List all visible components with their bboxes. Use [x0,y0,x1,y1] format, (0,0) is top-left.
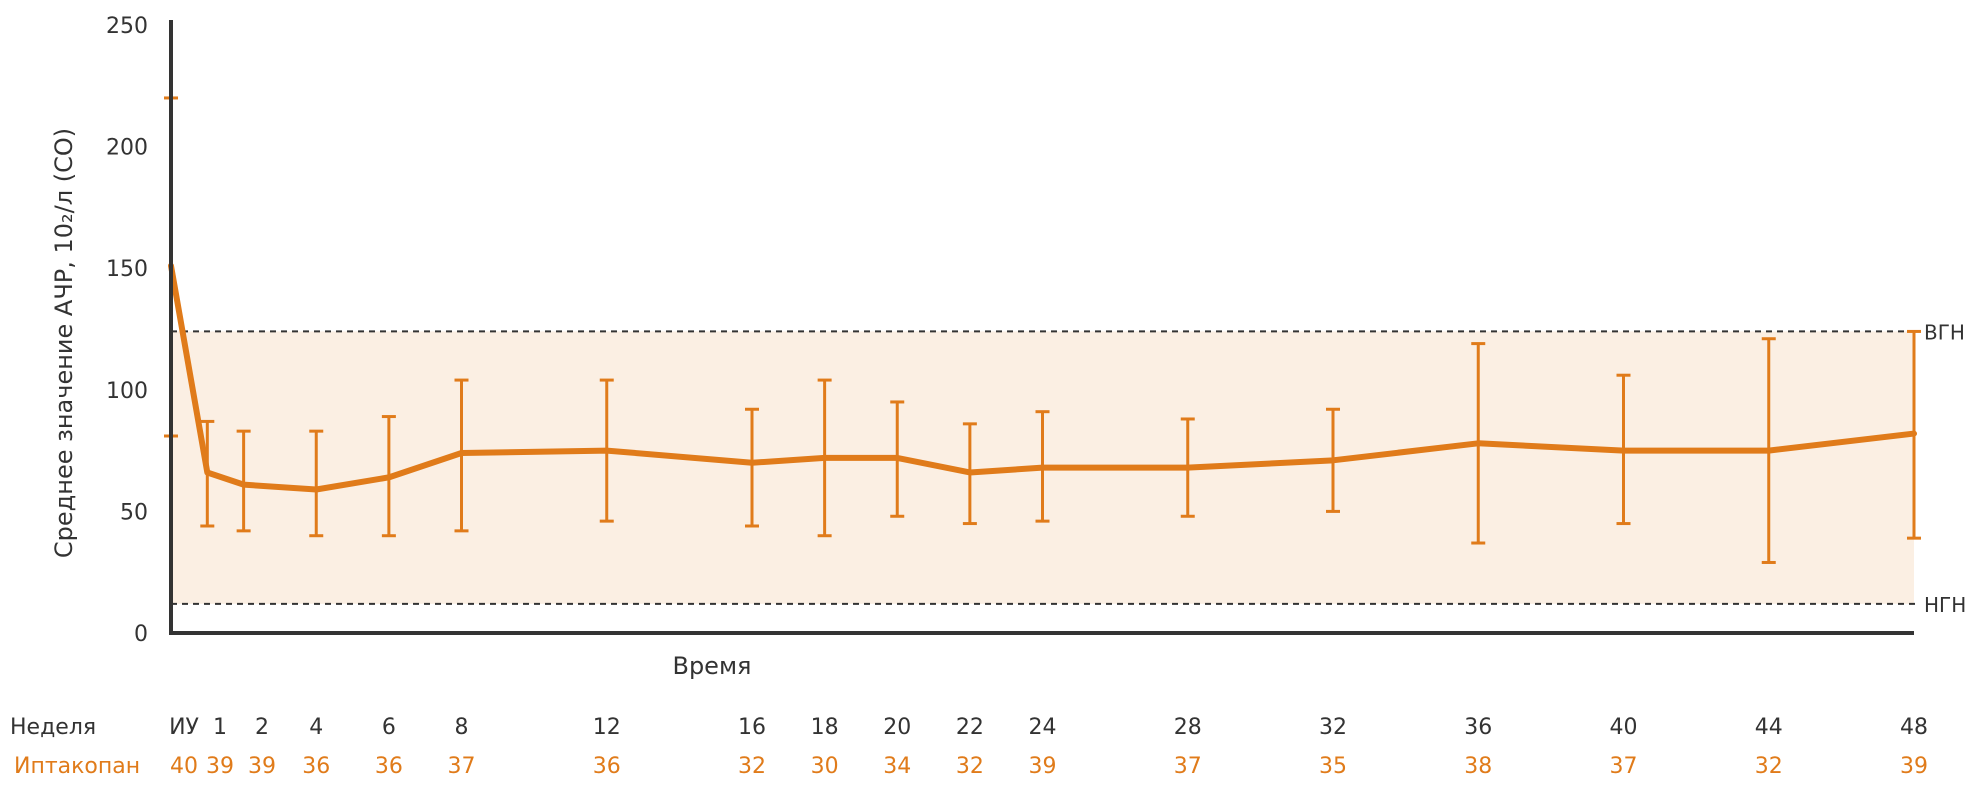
count-row: 40 39 39 36 36 37 36 32 30 34 32 39 37 35 38 37 32 39 [170,754,1928,779]
count-label: 37 [1610,754,1638,779]
y-tick-label: 200 [106,136,148,161]
week-row: ИУ 1 2 4 6 8 12 16 18 20 22 24 28 32 36 40 44 48 [169,715,1928,740]
count-label: 36 [302,754,330,779]
week-label: 24 [1029,715,1057,740]
count-label: 37 [1174,754,1202,779]
count-label: 35 [1319,754,1347,779]
count-label: 32 [738,754,766,779]
week-label: 1 [213,715,227,740]
count-label: 36 [375,754,403,779]
week-label: 8 [455,715,469,740]
count-label: 36 [593,754,621,779]
y-axis-ticks: 0 50 100 150 200 250 [106,14,148,647]
lower-reference-label: НГН [1924,593,1966,617]
x-axis-title: Время [672,652,751,680]
upper-reference-label: ВГН [1924,320,1965,344]
week-label: 6 [382,715,396,740]
count-label: 39 [1029,754,1057,779]
week-label: 4 [309,715,323,740]
count-label: 32 [1755,754,1783,779]
y-tick-label: 150 [106,257,148,282]
count-label: 39 [206,754,234,779]
drug-row-label: Иптакопан [14,754,140,779]
week-label: 36 [1464,715,1492,740]
week-label: 20 [883,715,911,740]
week-label: ИУ [169,715,199,740]
week-label: 48 [1900,715,1928,740]
y-tick-label: 100 [106,379,148,404]
week-label: 22 [956,715,984,740]
y-axis-title: Среднее значение АЧР, 10₂/л (СО) [50,128,78,558]
week-label: 28 [1174,715,1202,740]
week-row-label: Неделя [10,715,96,740]
count-label: 39 [1900,754,1928,779]
count-label: 40 [170,754,198,779]
week-label: 2 [255,715,269,740]
week-label: 44 [1755,715,1783,740]
y-tick-label: 50 [120,500,148,525]
error-bar [236,429,251,533]
count-label: 39 [248,754,276,779]
y-tick-label: 250 [106,14,148,39]
count-label: 37 [448,754,476,779]
week-label: 18 [811,715,839,740]
week-label: 32 [1319,715,1347,740]
count-label: 30 [811,754,839,779]
week-label: 12 [593,715,621,740]
week-label: 16 [738,715,766,740]
count-label: 38 [1464,754,1492,779]
y-tick-label: 0 [134,622,148,647]
count-label: 32 [956,754,984,779]
series-line-iptacopan [168,262,1917,493]
error-bar [309,429,324,538]
week-label: 40 [1610,715,1638,740]
error-bar [745,407,759,528]
count-label: 34 [883,754,911,779]
